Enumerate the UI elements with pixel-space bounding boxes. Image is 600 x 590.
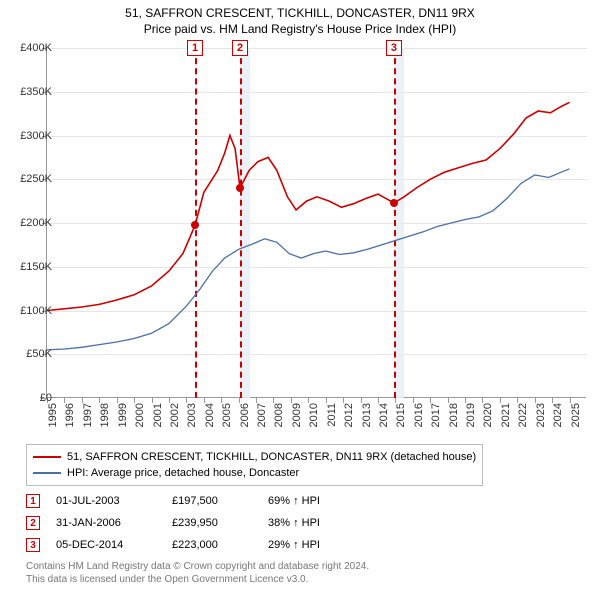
xtick-label: 2005: [221, 403, 233, 427]
series-svg: [47, 48, 587, 398]
xtick-label: 2000: [134, 403, 146, 427]
xtick-label: 2021: [500, 403, 512, 427]
xtick-label: 2006: [239, 403, 251, 427]
ytick-label: £400K: [8, 42, 52, 54]
xtick-label: 2017: [430, 403, 442, 427]
xtick-label: 2009: [291, 403, 303, 427]
xtick-label: 2022: [517, 403, 529, 427]
xtick-label: 2003: [186, 403, 198, 427]
ytick-label: £150K: [8, 261, 52, 273]
events-table: 1 01-JUL-2003 £197,500 69% ↑ HPI 2 31-JAN-200…: [26, 490, 368, 556]
xtick-label: 2010: [308, 403, 320, 427]
event-row: 2 31-JAN-2006 £239,950 38% ↑ HPI: [26, 512, 368, 534]
xtick-label: 2008: [273, 403, 285, 427]
event-row-number: 1: [26, 494, 40, 508]
xtick-label: 2001: [152, 403, 164, 427]
xtick-label: 2014: [378, 403, 390, 427]
xtick-label: 2023: [535, 403, 547, 427]
xtick-label: 2004: [204, 403, 216, 427]
xtick-label: 1997: [82, 403, 94, 427]
legend-swatch-property: [33, 456, 61, 458]
series-line-hpi: [47, 169, 570, 350]
xtick-label: 1995: [47, 403, 59, 427]
chart-area: 1995199619971998199920002001200220032004…: [46, 48, 586, 398]
legend-swatch-hpi: [33, 472, 61, 474]
xtick-label: 2018: [448, 403, 460, 427]
xtick-label: 2011: [326, 403, 338, 427]
xtick-label: 1998: [99, 403, 111, 427]
legend: 51, SAFFRON CRESCENT, TICKHILL, DONCASTE…: [26, 444, 483, 486]
event-row-date: 31-JAN-2006: [56, 517, 156, 529]
xtick-label: 2013: [361, 403, 373, 427]
event-row-price: £223,000: [172, 539, 252, 551]
footnote-line2: This data is licensed under the Open Gov…: [26, 573, 369, 586]
event-row-hpi: 38% ↑ HPI: [268, 517, 368, 529]
ytick-label: £250K: [8, 173, 52, 185]
xtick-label: 2020: [482, 403, 494, 427]
event-row-date: 01-JUL-2003: [56, 495, 156, 507]
xtick-label: 2019: [465, 403, 477, 427]
ytick-label: £350K: [8, 86, 52, 98]
event-row-hpi: 29% ↑ HPI: [268, 539, 368, 551]
event-row-number: 3: [26, 538, 40, 552]
footnote-line1: Contains HM Land Registry data © Crown c…: [26, 560, 369, 573]
xtick-label: 2025: [570, 403, 582, 427]
legend-label-property: 51, SAFFRON CRESCENT, TICKHILL, DONCASTE…: [67, 449, 476, 465]
ytick-label: £300K: [8, 130, 52, 142]
xtick-label: 2016: [413, 403, 425, 427]
footnote: Contains HM Land Registry data © Crown c…: [26, 560, 369, 586]
event-row: 3 05-DEC-2014 £223,000 29% ↑ HPI: [26, 534, 368, 556]
xtick-label: 2012: [343, 403, 355, 427]
xtick-label: 2024: [552, 403, 564, 427]
ytick-label: £0: [8, 392, 52, 404]
xtick-label: 2015: [395, 403, 407, 427]
chart-subtitle: Price paid vs. HM Land Registry's House …: [0, 20, 600, 40]
event-row-hpi: 69% ↑ HPI: [268, 495, 368, 507]
event-row-date: 05-DEC-2014: [56, 539, 156, 551]
series-line-property: [47, 102, 570, 310]
ytick-label: £50K: [8, 348, 52, 360]
event-row-number: 2: [26, 516, 40, 530]
plot-box: 1995199619971998199920002001200220032004…: [46, 48, 586, 398]
ytick-label: £200K: [8, 217, 52, 229]
xtick-label: 1999: [117, 403, 129, 427]
xtick-label: 1996: [64, 403, 76, 427]
legend-label-hpi: HPI: Average price, detached house, Donc…: [67, 465, 299, 481]
chart-title: 51, SAFFRON CRESCENT, TICKHILL, DONCASTE…: [0, 0, 600, 20]
event-row-price: £239,950: [172, 517, 252, 529]
xtick-label: 2007: [256, 403, 268, 427]
ytick-label: £100K: [8, 305, 52, 317]
event-row: 1 01-JUL-2003 £197,500 69% ↑ HPI: [26, 490, 368, 512]
event-row-price: £197,500: [172, 495, 252, 507]
legend-row-hpi: HPI: Average price, detached house, Donc…: [33, 465, 476, 481]
xtick-label: 2002: [169, 403, 181, 427]
legend-row-property: 51, SAFFRON CRESCENT, TICKHILL, DONCASTE…: [33, 449, 476, 465]
